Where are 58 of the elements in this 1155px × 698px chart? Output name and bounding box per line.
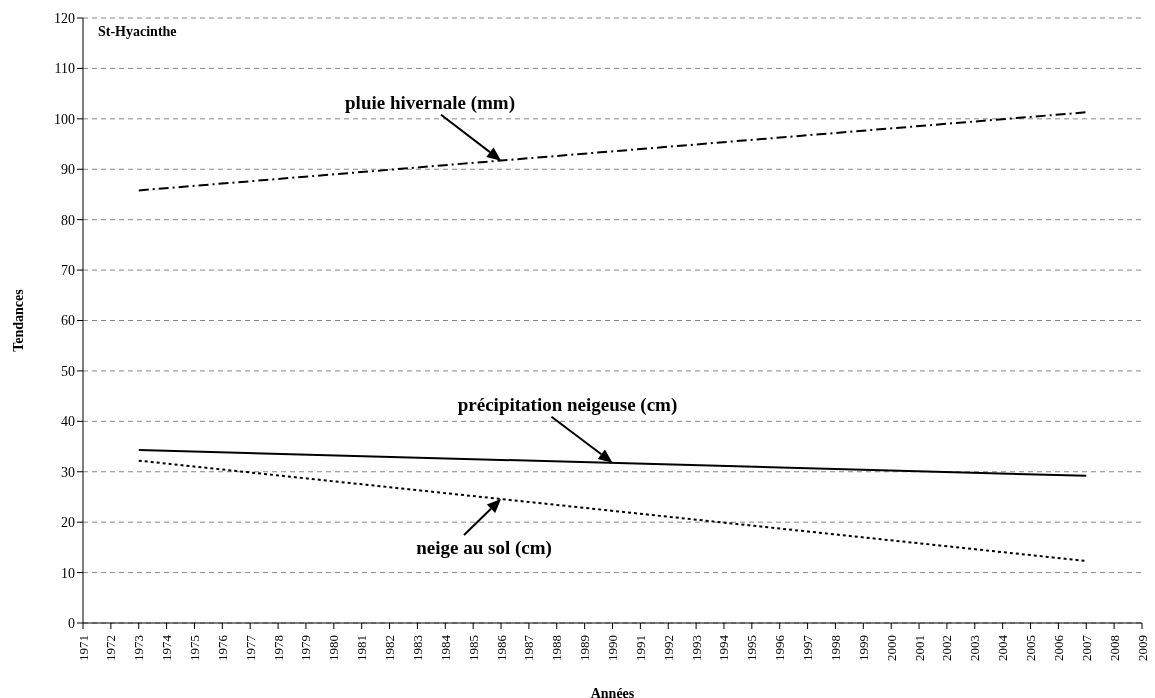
x-tick-label: 1988 <box>549 635 565 661</box>
x-tick-label: 1982 <box>382 635 398 661</box>
x-tick-label: 2008 <box>1106 635 1122 661</box>
x-tick-label: 2001 <box>911 635 927 661</box>
annotation: neige au sol (cm) <box>416 536 552 559</box>
x-tick-label: 1987 <box>521 634 537 661</box>
y-tick-label: 30 <box>61 464 75 480</box>
y-tick-label: 20 <box>61 515 75 531</box>
x-tick-label: 1981 <box>354 635 370 661</box>
y-tick-label: 50 <box>61 363 75 379</box>
x-tick-label: 1972 <box>103 635 119 661</box>
x-tick-label: 1994 <box>716 634 732 661</box>
x-tick-label: 2009 <box>1134 635 1150 661</box>
x-tick-label: 1993 <box>688 635 704 661</box>
x-tick-label: 1992 <box>660 635 676 661</box>
y-tick-label: 70 <box>61 263 75 279</box>
x-tick-label: 1974 <box>159 634 175 661</box>
x-tick-label: 2006 <box>1050 634 1066 661</box>
x-tick-label: 1996 <box>772 634 788 661</box>
y-tick-label: 120 <box>54 10 75 26</box>
x-tick-label: 1983 <box>409 635 425 661</box>
y-tick-label: 0 <box>68 615 75 631</box>
x-tick-label: 1999 <box>855 635 871 661</box>
x-tick-label: 2003 <box>967 635 983 661</box>
x-tick-label: 1984 <box>437 634 453 661</box>
x-tick-label: 1977 <box>242 634 258 661</box>
y-tick-label: 90 <box>61 162 75 178</box>
x-tick-label: 1975 <box>186 635 202 661</box>
x-tick-label: 1997 <box>800 634 816 661</box>
y-tick-label: 40 <box>61 414 75 430</box>
x-tick-label: 1980 <box>326 635 342 661</box>
x-tick-label: 1971 <box>75 635 91 661</box>
x-tick-label: 2004 <box>995 634 1011 661</box>
y-tick-label: 10 <box>61 565 75 581</box>
chart-title: St-Hyacinthe <box>98 24 177 40</box>
x-tick-label: 1990 <box>605 635 620 661</box>
y-tick-label: 110 <box>54 61 75 77</box>
x-tick-label: 2007 <box>1078 634 1094 661</box>
x-tick-label: 1973 <box>131 635 147 661</box>
annotation: précipitation neigeuse (cm) <box>457 393 678 416</box>
x-tick-label: 1986 <box>493 634 509 661</box>
x-tick-label: 2000 <box>883 635 899 661</box>
y-axis-title: Tendances <box>10 288 26 352</box>
x-tick-label: 1998 <box>827 635 843 661</box>
x-tick-label: 1976 <box>214 634 230 661</box>
y-tick-label: 100 <box>54 111 75 127</box>
x-tick-label: 1978 <box>270 635 286 661</box>
y-tick-label: 60 <box>61 313 75 329</box>
x-tick-label: 1995 <box>744 635 760 661</box>
x-tick-label: 1985 <box>465 635 481 661</box>
x-tick-label: 1991 <box>632 635 648 661</box>
annotation: pluie hivernale (mm) <box>345 91 515 114</box>
x-tick-label: 1989 <box>577 635 593 661</box>
x-tick-label: 2002 <box>939 635 955 661</box>
x-tick-label: 1979 <box>298 635 314 661</box>
x-axis-title: Années <box>590 686 635 698</box>
y-tick-label: 80 <box>61 212 75 228</box>
x-tick-label: 2005 <box>1023 635 1039 661</box>
